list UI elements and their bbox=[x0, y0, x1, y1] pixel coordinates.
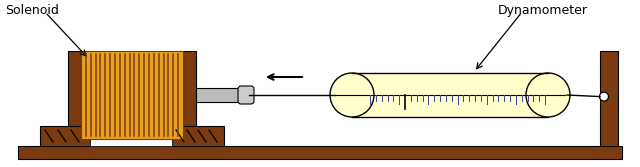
Bar bbox=[40, 126, 90, 146]
Bar bbox=[600, 51, 618, 146]
Text: Solenoid: Solenoid bbox=[5, 4, 59, 17]
Bar bbox=[183, 51, 196, 146]
Bar bbox=[196, 88, 244, 102]
Bar bbox=[172, 126, 224, 146]
Bar bbox=[90, 139, 172, 146]
Bar bbox=[68, 51, 81, 146]
Circle shape bbox=[600, 92, 609, 101]
Ellipse shape bbox=[330, 73, 374, 117]
Bar bbox=[81, 51, 183, 139]
Ellipse shape bbox=[526, 73, 570, 117]
Text: Dynamometer: Dynamometer bbox=[498, 4, 588, 17]
Bar bbox=[352, 73, 548, 117]
Bar bbox=[18, 146, 622, 159]
FancyBboxPatch shape bbox=[238, 86, 254, 104]
